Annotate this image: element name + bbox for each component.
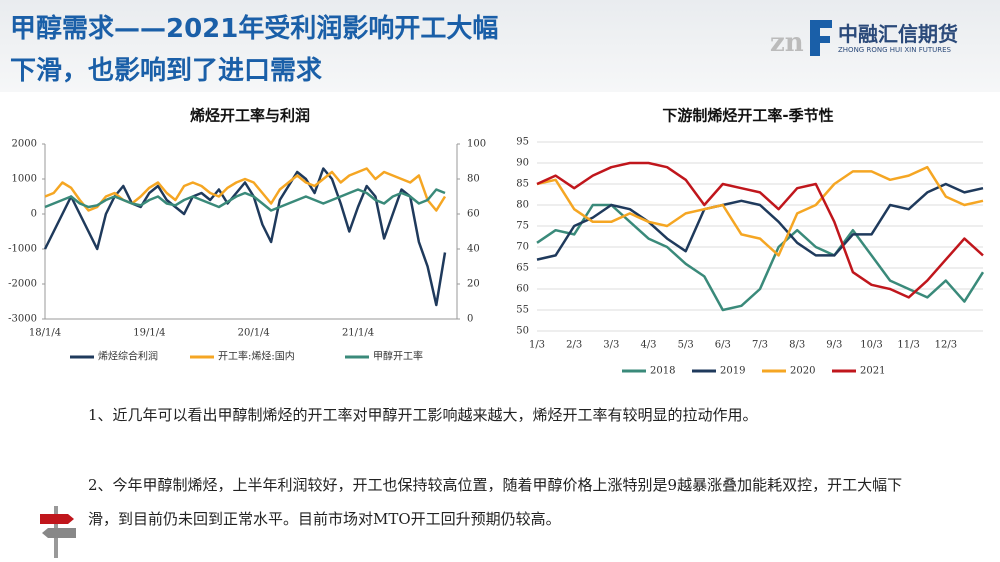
legend-label: 烯烃综合利润 (98, 350, 158, 363)
series-line (44, 167, 447, 212)
y-tick-label: 60 (516, 284, 529, 295)
y-tick-label: 70 (516, 242, 529, 253)
y-tick-label: -3000 (8, 314, 37, 325)
y-tick-label: 50 (516, 326, 529, 337)
y-tick-label: 90 (516, 158, 529, 169)
logo-name: 中融汇信期货 (838, 22, 958, 46)
y-tick-label: 75 (516, 221, 529, 232)
chart-title: 下游制烯烃开工率-季节性 (662, 107, 833, 125)
svg-text:zn: zn (770, 28, 804, 58)
x-tick-label: 10/3 (860, 340, 882, 351)
x-tick-label: 21/1/4 (342, 328, 374, 339)
y2-tick-label: 0 (467, 314, 473, 325)
legend-label: 2020 (790, 366, 815, 377)
title: 下滑，也影响到了进口需求 (10, 56, 323, 86)
x-tick-label: 6/3 (715, 340, 731, 351)
x-tick-label: 18/1/4 (29, 328, 61, 339)
y-tick-label: -1000 (8, 244, 37, 255)
x-tick-label: 11/3 (897, 340, 919, 351)
y2-tick-label: 60 (467, 209, 480, 220)
y2-tick-label: 100 (467, 139, 486, 150)
y-tick-label: 55 (516, 305, 529, 316)
x-tick-label: 19/1/4 (133, 328, 165, 339)
chart-title: 烯烃开工率与利润 (190, 107, 310, 125)
logo-mark: zn (770, 20, 832, 58)
legend-label: 开工率:烯烃:国内 (218, 350, 295, 363)
x-tick-label: 12/3 (935, 340, 957, 351)
x-tick-label: 5/3 (678, 340, 694, 351)
x-tick-label: 1/3 (529, 340, 545, 351)
legend-label: 2019 (720, 366, 745, 377)
logo-english: ZHONG RONG HUI XIN FUTURES (838, 46, 951, 54)
series-line (44, 188, 446, 212)
y-tick-label: -2000 (8, 279, 37, 290)
x-tick-label: 20/1/4 (238, 328, 270, 339)
series-line (536, 161, 984, 299)
series-line (536, 165, 984, 257)
y-tick-label: 85 (516, 179, 529, 190)
charts: 烯烃开工率与利润 -3000 -2000 -1000 0 1000 2000 0 20 40 60 8… (8, 107, 985, 377)
y-tick-label: 65 (516, 263, 529, 274)
y2-tick-label: 80 (467, 174, 480, 185)
legend-label: 2018 (650, 366, 675, 377)
series-line (43, 167, 447, 307)
y2-tick-label: 40 (467, 244, 480, 255)
paragraph: 1、近几年可以看出甲醇制烯烃的开工率对甲醇开工影响越来越大，烯烃开工率有较明显的… (88, 406, 758, 424)
y-tick-label: 2000 (12, 139, 37, 150)
y2-tick-label: 20 (467, 279, 480, 290)
x-tick-label: 4/3 (640, 340, 656, 351)
x-tick-label: 8/3 (789, 340, 805, 351)
title: 甲醇需求——2021年受利润影响开工大幅 (10, 14, 499, 44)
x-tick-label: 7/3 (752, 340, 768, 351)
x-tick-label: 2/3 (566, 340, 582, 351)
x-tick-label: 3/3 (603, 340, 619, 351)
legend-label: 甲醇开工率 (373, 350, 423, 363)
y-tick-label: 95 (516, 137, 529, 148)
paragraph: 2、今年甲醇制烯烃，上半年利润较好，开工也保持较高位置，随着甲醇价格上涨特别是9… (88, 476, 903, 528)
series-line (536, 182, 984, 261)
signpost-icon (40, 506, 76, 558)
header: 甲醇需求——2021年受利润影响开工大幅 下滑，也影响到了进口需求 zn 中融汇… (0, 0, 1000, 92)
y-tick-label: 80 (516, 200, 529, 211)
x-tick-label: 9/3 (826, 340, 842, 351)
y-tick-label: 0 (31, 209, 37, 220)
legend-label: 2021 (860, 366, 885, 377)
y-tick-label: 1000 (12, 174, 37, 185)
